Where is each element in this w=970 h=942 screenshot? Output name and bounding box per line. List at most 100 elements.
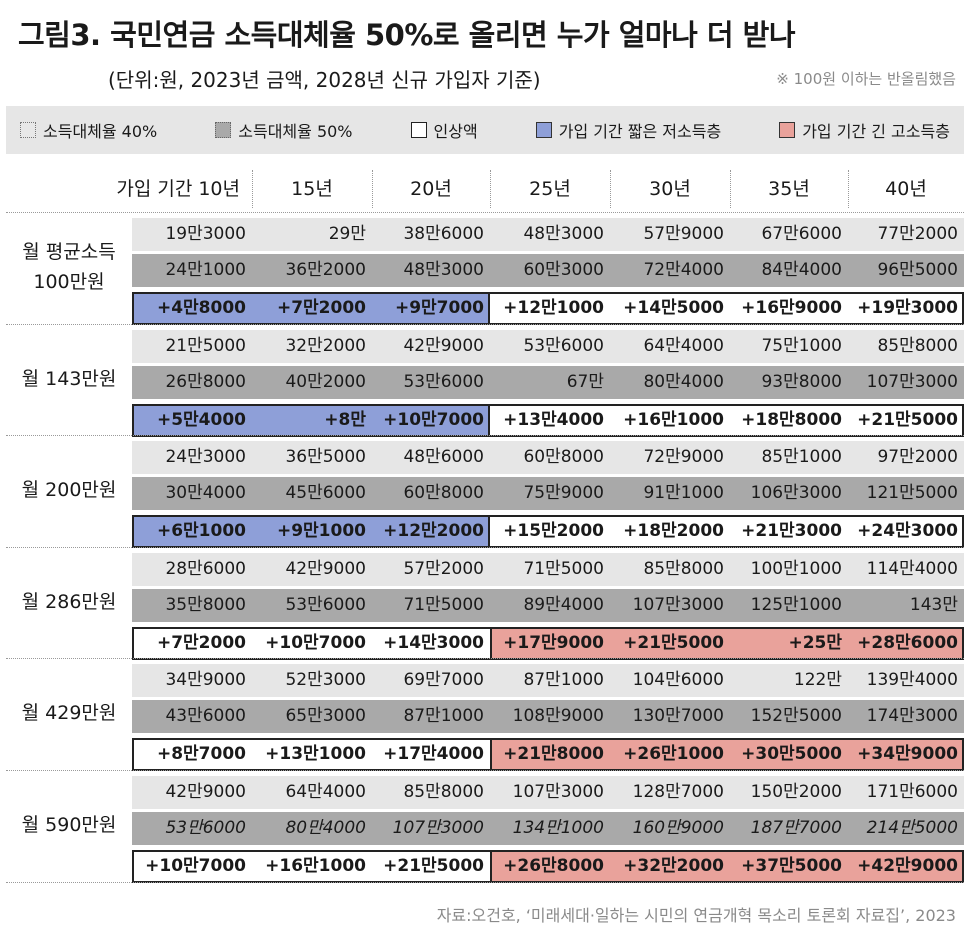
rate50-row	[132, 700, 964, 733]
rate40-cell: 114만4000	[866, 559, 958, 579]
rate50-cell: 130만7000	[632, 706, 724, 726]
rate40-cell: 139만4000	[866, 670, 958, 690]
legend-swatch-rate40	[20, 122, 36, 138]
increase-cell: +13만4000	[503, 410, 604, 430]
legend-swatch-increase	[410, 122, 427, 138]
rate40-cell: 75만1000	[761, 336, 842, 356]
increase-cell: +12만1000	[503, 298, 604, 318]
rate40-cell: 85만1000	[761, 447, 842, 467]
rate40-cell: 97만2000	[877, 447, 958, 467]
increase-cell: +32만2000	[623, 856, 724, 876]
increase-cell: +16만1000	[265, 856, 366, 876]
rate40-cell: 72만9000	[643, 447, 724, 467]
increase-cell: +16만1000	[623, 410, 724, 430]
rate40-cell: 122만	[793, 670, 842, 690]
increase-row-box	[488, 404, 964, 437]
rate50-row	[132, 254, 964, 287]
rate50-cell: 24만1000	[165, 260, 246, 280]
group-divider	[6, 435, 964, 436]
column-header-divider	[372, 170, 373, 208]
increase-cell: +26만1000	[623, 744, 724, 764]
table-bottom-divider	[6, 882, 964, 883]
increase-cell: +8만	[324, 410, 366, 430]
rate50-cell: 43만6000	[165, 706, 246, 726]
rate50-cell: 152만5000	[750, 706, 842, 726]
column-header: 40년	[885, 178, 927, 200]
rate40-cell: 52만3000	[285, 670, 366, 690]
rate40-cell: 85만8000	[403, 782, 484, 802]
rate50-cell: 96만5000	[877, 260, 958, 280]
increase-row-box	[488, 515, 964, 548]
income-group-label: 월 200만원	[21, 479, 117, 501]
rate40-cell: 38만6000	[403, 224, 484, 244]
increase-cell: +25만	[788, 633, 842, 653]
rate40-cell: 64만4000	[643, 336, 724, 356]
increase-cell: +18만2000	[623, 521, 724, 541]
rate50-cell: 214만5000	[866, 818, 958, 838]
rate50-cell: 125만1000	[750, 595, 842, 615]
column-header-divider	[730, 170, 731, 208]
legend-label-high-income: 가입 기간 긴 고소득층	[802, 122, 950, 141]
group-divider	[6, 547, 964, 548]
increase-cell: +21만5000	[623, 633, 724, 653]
legend-label-increase: 인상액	[433, 122, 478, 141]
increase-cell: +12만2000	[383, 521, 484, 541]
rate40-cell: 24만3000	[165, 447, 246, 467]
rate50-cell: 91만1000	[643, 483, 724, 503]
group-divider	[6, 658, 964, 659]
rate50-row	[132, 366, 964, 399]
group-divider	[6, 770, 964, 771]
rate40-cell: 77만2000	[877, 224, 958, 244]
rate40-cell: 19만3000	[165, 224, 246, 244]
column-header-divider	[848, 170, 849, 208]
column-header-divider	[610, 170, 611, 208]
increase-cell: +30만5000	[741, 744, 842, 764]
rate50-cell: 67만	[566, 372, 604, 392]
rate40-cell: 100만1000	[750, 559, 842, 579]
increase-cell: +9만1000	[276, 521, 366, 541]
legend-item-low-income: 가입 기간 짧은 저소득층	[535, 118, 721, 142]
legend: 소득대체율 40% 소득대체율 50% 인상액 가입 기간 짧은 저소득층 가입…	[6, 106, 964, 154]
legend-item-high-income: 가입 기간 긴 고소득층	[779, 118, 950, 142]
increase-cell: +8만7000	[156, 744, 246, 764]
increase-cell: +21만8000	[503, 744, 604, 764]
rate40-cell: 69만7000	[403, 670, 484, 690]
rate50-cell: 134만1000	[512, 818, 604, 838]
increase-cell: +17만4000	[383, 744, 484, 764]
rate50-cell: 84만4000	[761, 260, 842, 280]
source-note: 자료:오건호, ‘미래세대·일하는 시민의 연금개혁 목소리 토론회 자료집’,…	[436, 906, 956, 925]
increase-cell: +24만3000	[857, 521, 958, 541]
rate50-cell: 53만6000	[285, 595, 366, 615]
legend-label-rate50: 소득대체율 50%	[238, 122, 353, 141]
legend-item-rate40: 소득대체율 40%	[20, 118, 157, 142]
rate40-cell: 107만3000	[512, 782, 604, 802]
rate50-cell: 107만3000	[632, 595, 724, 615]
rate50-cell: 65만3000	[285, 706, 366, 726]
increase-cell: +7만2000	[276, 298, 366, 318]
rate50-cell: 107만3000	[866, 372, 958, 392]
rate40-cell: 87만1000	[523, 670, 604, 690]
increase-cell: +14만5000	[623, 298, 724, 318]
increase-cell: +21만5000	[383, 856, 484, 876]
column-header: 30년	[649, 178, 691, 200]
income-group-label: 월 429만원	[21, 702, 117, 724]
rate50-cell: 71만5000	[403, 595, 484, 615]
rate50-cell: 26만8000	[165, 372, 246, 392]
column-header: 25년	[529, 178, 571, 200]
high-income-highlight	[490, 627, 964, 660]
rate40-cell: 57만2000	[403, 559, 484, 579]
legend-label-rate40: 소득대체율 40%	[43, 122, 158, 141]
rate50-cell: 36만2000	[285, 260, 366, 280]
rate40-cell: 85만8000	[643, 559, 724, 579]
increase-cell: +7만2000	[156, 633, 246, 653]
increase-cell: +18만8000	[741, 410, 842, 430]
increase-cell: +17만9000	[503, 633, 604, 653]
column-header-divider	[490, 170, 491, 208]
rate50-row	[132, 589, 964, 622]
low-income-highlight	[132, 404, 490, 437]
rate40-cell: 57만9000	[643, 224, 724, 244]
increase-cell: +5만4000	[156, 410, 246, 430]
rate50-cell: 106만3000	[750, 483, 842, 503]
column-header-divider	[252, 170, 253, 208]
rate50-cell: 72만4000	[643, 260, 724, 280]
